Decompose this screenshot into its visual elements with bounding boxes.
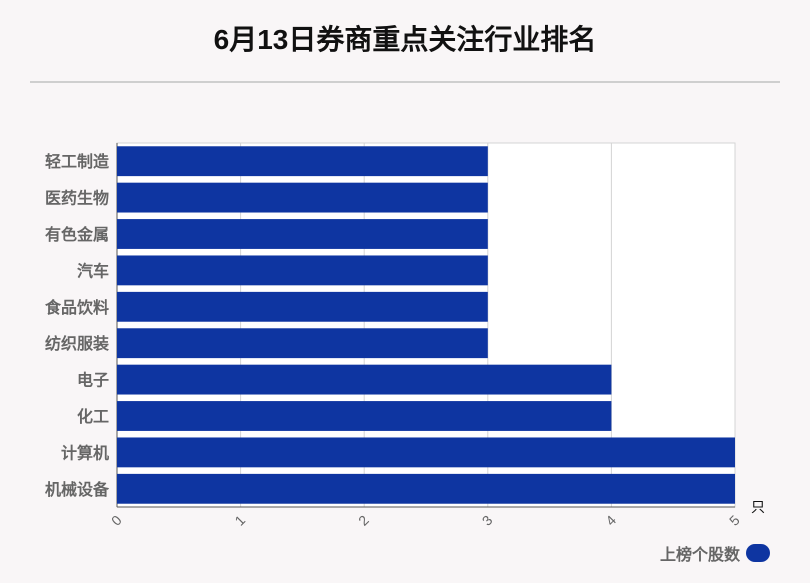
x-tick-label: 0 xyxy=(108,512,125,529)
y-category-label: 计算机 xyxy=(61,443,109,462)
title-divider xyxy=(30,81,780,83)
y-category-label: 机械设备 xyxy=(45,480,110,499)
bar xyxy=(117,473,735,504)
bar xyxy=(117,364,612,395)
y-category-label: 轻工制造 xyxy=(45,152,110,171)
x-tick-label: 5 xyxy=(726,512,743,529)
bar xyxy=(117,182,488,213)
bar xyxy=(117,146,488,177)
x-tick-label: 4 xyxy=(602,512,619,529)
y-category-label: 纺织服装 xyxy=(45,334,109,353)
bar xyxy=(117,291,488,322)
bar xyxy=(117,219,488,249)
y-category-label: 化工 xyxy=(77,407,109,426)
y-category-label: 医药生物 xyxy=(45,189,109,208)
x-axis-unit: 只 xyxy=(751,499,765,515)
x-tick-label: 3 xyxy=(479,512,496,529)
y-category-label: 有色金属 xyxy=(45,225,109,244)
chart-title: 6月13日券商重点关注行业排名 xyxy=(213,24,597,55)
y-category-label: 食品饮料 xyxy=(44,298,109,317)
bar xyxy=(117,255,488,286)
y-category-label: 电子 xyxy=(77,371,109,390)
bar xyxy=(117,401,612,431)
x-tick-label: 2 xyxy=(355,512,372,529)
legend-swatch xyxy=(746,544,770,562)
legend[interactable]: 上榜个股数 xyxy=(660,541,770,565)
bar xyxy=(117,328,488,359)
legend-label: 上榜个股数 xyxy=(659,547,740,564)
y-category-label: 汽车 xyxy=(77,261,109,280)
x-tick-label: 1 xyxy=(231,512,248,529)
bar xyxy=(117,437,735,468)
